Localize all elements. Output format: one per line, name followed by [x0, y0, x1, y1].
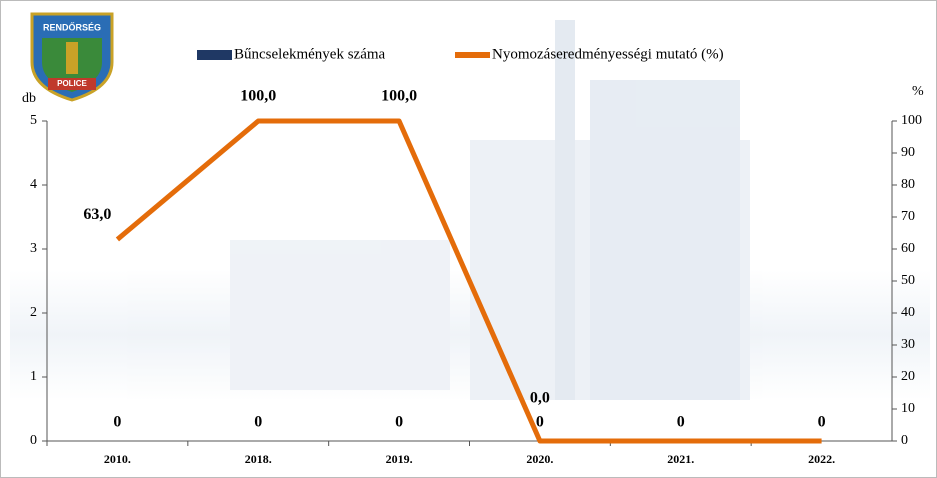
line-value-label: 100,0 — [240, 88, 276, 105]
x-tick-label: 2021. — [667, 452, 694, 466]
logo: RENDŐRSÉG POLICE — [30, 12, 114, 102]
bar-value-label: 0 — [818, 414, 826, 431]
background-building — [10, 20, 930, 400]
bar-value-label: 0 — [677, 414, 685, 431]
y2-tick-label: 10 — [901, 401, 915, 416]
x-tick-label: 2010. — [104, 452, 131, 466]
y2-tick-label: 70 — [901, 209, 915, 224]
y2-tick-label: 30 — [901, 337, 915, 352]
y-tick-label: 1 — [30, 369, 37, 384]
line — [115, 118, 822, 444]
y-tick-label: 2 — [30, 305, 37, 320]
line-value-label: 0,0 — [530, 390, 550, 407]
legend-swatch — [197, 50, 232, 60]
y2-tick-label: 100 — [901, 113, 922, 128]
line-value-label: 63,0 — [83, 206, 111, 223]
x-tick-label: 2019. — [386, 452, 413, 466]
bar-value-label: 0 — [536, 414, 544, 431]
y2-tick-label: 0 — [901, 433, 908, 448]
bar-value-label: 0 — [395, 414, 403, 431]
y2-tick-label: 90 — [901, 145, 915, 160]
x-tick-label: 2022. — [808, 452, 835, 466]
y2-tick-label: 40 — [901, 305, 915, 320]
bar-value-label: 0 — [254, 414, 262, 431]
y2-tick-label: 50 — [901, 273, 915, 288]
y-tick-label: 0 — [30, 433, 37, 448]
y-tick-label: 3 — [30, 241, 37, 256]
y-tick-label: 4 — [30, 177, 37, 192]
legend-label: Nyomozáseredményességi mutató (%) — [492, 46, 724, 62]
y2-axis-label: % — [912, 84, 924, 99]
y-axis-label: db — [22, 91, 36, 106]
line-value-label: 100,0 — [381, 88, 417, 105]
y2-tick-label: 20 — [901, 369, 915, 384]
y2-tick-label: 60 — [901, 241, 915, 256]
legend-label: Bűncselekmények száma — [234, 46, 386, 62]
x-tick-label: 2020. — [526, 452, 553, 466]
logo-top: RENDŐRSÉG — [43, 21, 101, 32]
x-tick-label: 2018. — [245, 452, 272, 466]
bar-value-label: 0 — [113, 414, 121, 431]
logo-bottom: POLICE — [57, 79, 87, 88]
y2-tick-label: 80 — [901, 177, 915, 192]
y-tick-label: 5 — [30, 113, 37, 128]
